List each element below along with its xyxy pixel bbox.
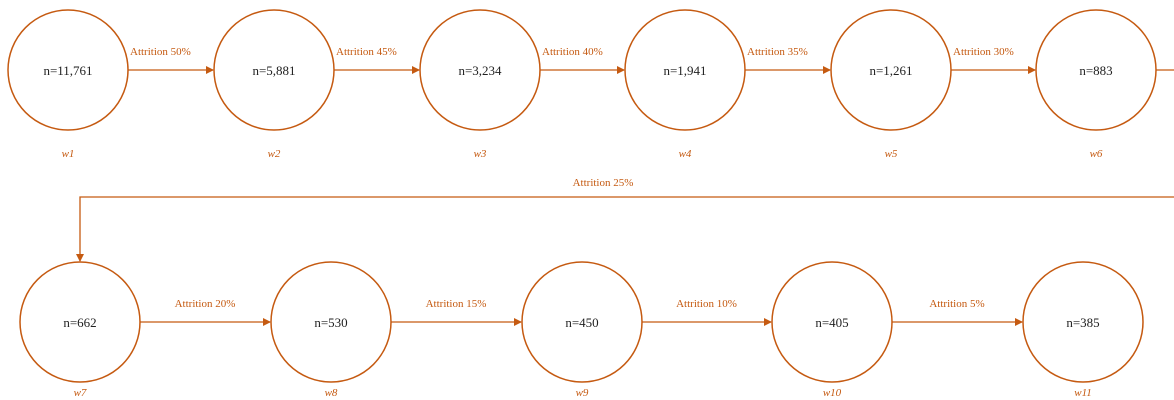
node-circle (830, 9, 952, 131)
node-circle (213, 9, 335, 131)
edge-w7-w8: Attrition 20% (140, 298, 271, 326)
edge-w4-w5: Attrition 35% (745, 46, 831, 74)
node-w10: n=405 w10 (771, 261, 893, 399)
node-count-label: n=3,234 (458, 63, 502, 78)
attrition-label: Attrition 30% (953, 46, 1014, 58)
node-w3: n=3,234 w3 (419, 9, 541, 160)
edge-w9-w10: Attrition 10% (642, 298, 772, 326)
wave-label: w1 (62, 148, 75, 160)
edge-w3-w4: Attrition 40% (540, 46, 625, 74)
edge-w1-w2: Attrition 50% (128, 46, 214, 74)
edge-w2-w3: Attrition 45% (334, 46, 420, 74)
node-circle (624, 9, 746, 131)
attrition-label: Attrition 40% (542, 46, 603, 58)
node-count-label: n=11,761 (43, 63, 92, 78)
node-w2: n=5,881 w2 (213, 9, 335, 160)
edge-arrow (80, 69, 1174, 261)
attrition-label: Attrition 15% (426, 298, 487, 310)
node-circle (1022, 261, 1144, 383)
wave-label: w2 (268, 148, 281, 160)
attrition-label: Attrition 35% (747, 46, 808, 58)
wave-label: w5 (885, 148, 898, 160)
node-count-label: n=450 (565, 315, 598, 330)
node-w7: n=662 w7 (19, 261, 141, 399)
node-count-label: n=5,881 (252, 63, 295, 78)
node-circle (771, 261, 893, 383)
attrition-label: Attrition 45% (336, 46, 397, 58)
node-w1: n=11,761 w1 (7, 9, 129, 160)
attrition-label: Attrition 50% (130, 46, 191, 58)
node-count-label: n=662 (63, 315, 96, 330)
node-w9: n=450 w9 (521, 261, 643, 399)
node-circle (419, 9, 541, 131)
node-circle (19, 261, 141, 383)
attrition-label: Attrition 25% (573, 177, 634, 189)
node-circle (270, 261, 392, 383)
wave-label: w10 (823, 387, 842, 399)
attrition-label: Attrition 10% (676, 298, 737, 310)
wave-label: w9 (576, 387, 589, 399)
wave-label: w3 (474, 148, 487, 160)
wave-label: w11 (1074, 387, 1092, 399)
node-count-label: n=530 (314, 315, 347, 330)
edge-w10-w11: Attrition 5% (892, 298, 1023, 326)
wave-label: w8 (325, 387, 338, 399)
node-w11: n=385 w11 (1022, 261, 1144, 399)
node-count-label: n=385 (1066, 315, 1099, 330)
node-w5: n=1,261 w5 (830, 9, 952, 160)
node-w4: n=1,941 w4 (624, 9, 746, 160)
node-circle (521, 261, 643, 383)
node-circle (1035, 9, 1157, 131)
nodes-layer: n=11,761w1n=5,881w2n=3,234w3n=1,941w4n=1… (7, 9, 1157, 399)
wave-label: w4 (679, 148, 692, 160)
node-w8: n=530 w8 (270, 261, 392, 399)
attrition-label: Attrition 5% (929, 298, 984, 310)
node-count-label: n=1,261 (869, 63, 912, 78)
node-circle (7, 9, 129, 131)
edge-w8-w9: Attrition 15% (391, 298, 522, 326)
wave-label: w7 (74, 387, 87, 399)
attrition-label: Attrition 20% (175, 298, 236, 310)
wave-label: w6 (1090, 148, 1103, 160)
node-count-label: n=1,941 (663, 63, 706, 78)
edge-w6-w7: Attrition 25% (80, 69, 1174, 261)
node-count-label: n=883 (1079, 63, 1112, 78)
node-w6: n=883 w6 (1035, 9, 1157, 160)
node-count-label: n=405 (815, 315, 848, 330)
edge-w5-w6: Attrition 30% (951, 46, 1036, 74)
edges-layer: Attrition 50% Attrition 45% Attrition 40% A… (80, 46, 1174, 326)
